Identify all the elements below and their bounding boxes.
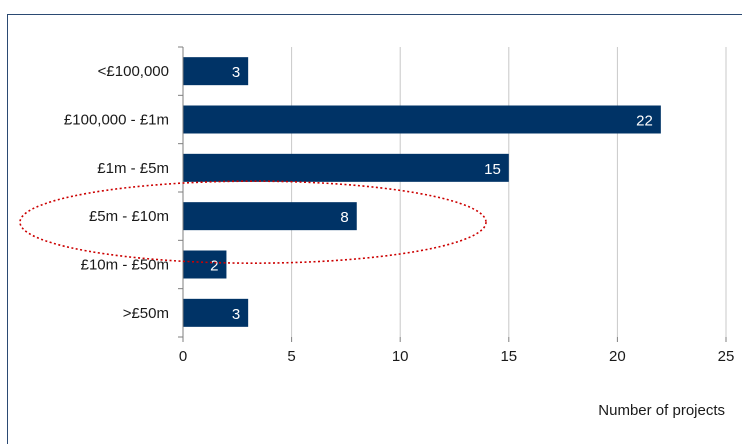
- category-label: £1m - £5m: [97, 160, 169, 177]
- category-label: <£100,000: [98, 63, 169, 80]
- bars: [183, 57, 661, 327]
- bar-value-label: 3: [232, 306, 240, 323]
- bar: [183, 298, 249, 327]
- bar-value-label: 8: [340, 209, 348, 226]
- x-tick-label: 0: [179, 348, 187, 365]
- x-tick-label: 15: [500, 348, 517, 365]
- x-tick-label: 25: [718, 348, 735, 365]
- bar: [183, 57, 249, 86]
- bar-value-label: 3: [232, 64, 240, 81]
- bar: [183, 250, 227, 279]
- highlight-ellipse: [19, 180, 487, 264]
- x-tick-label: 5: [287, 348, 295, 365]
- bar: [183, 153, 509, 182]
- x-tick-label: 20: [609, 348, 626, 365]
- category-label: >£50m: [123, 305, 169, 322]
- bar-chart: 0 5 10 15 20 25 <£100,000 3 £100,000 - £1m 22 £1m …: [19, 46, 734, 419]
- gridlines: [291, 47, 727, 337]
- bar-value-label: 22: [636, 113, 653, 130]
- bar: [183, 105, 661, 134]
- bar-value-label: 2: [210, 258, 218, 275]
- bar-value-label: 15: [484, 161, 501, 178]
- category-label: £10m - £50m: [81, 257, 169, 274]
- x-axis-title: Number of projects: [598, 402, 725, 419]
- x-tick-label: 10: [392, 348, 409, 365]
- labels: 0 5 10 15 20 25 <£100,000 3 £100,000 - £1m 22 £1m …: [64, 63, 734, 365]
- axes: [178, 46, 727, 342]
- bar: [183, 202, 357, 231]
- category-label: £100,000 - £1m: [64, 112, 169, 129]
- chart-frame: 0 5 10 15 20 25 <£100,000 3 £100,000 - £1m 22 £1m …: [7, 14, 742, 444]
- category-label: £5m - £10m: [89, 208, 169, 225]
